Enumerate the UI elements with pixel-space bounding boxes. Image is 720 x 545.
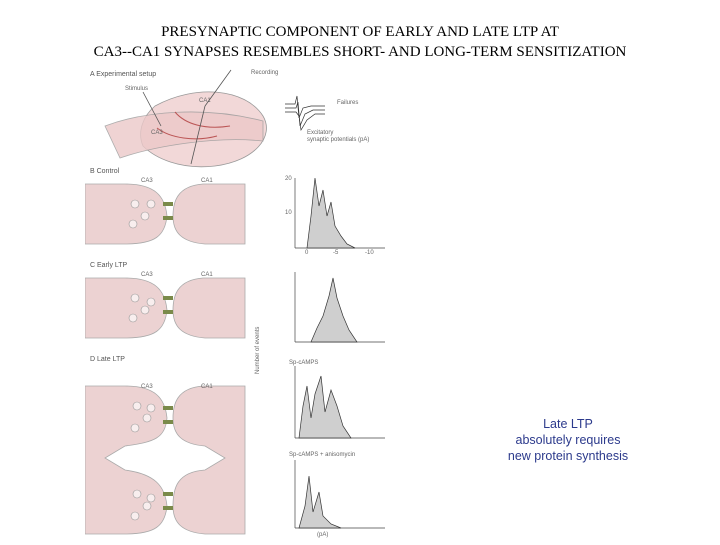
epsc-label-1: Excitatory xyxy=(307,130,334,136)
tick-xm10: -10 xyxy=(365,250,374,256)
note-line-3: new protein synthesis xyxy=(507,449,629,463)
failures-label: Failures xyxy=(337,100,359,106)
tick-xm5: -5 xyxy=(333,250,339,256)
note-line-2: absolutely requires xyxy=(515,433,621,447)
tick-y10: 10 xyxy=(285,210,292,216)
late-ltp-note: Late LTP absolutely requires new protein… xyxy=(488,416,648,464)
panel-d-label: D Late LTP xyxy=(90,356,125,363)
figure: A Experimental setup Recording Stimulus … xyxy=(84,66,395,540)
synapse-panel-b xyxy=(84,183,246,245)
x-axis-label: (pA) xyxy=(317,532,329,538)
title-line-1: PRESYNAPTIC COMPONENT OF EARLY AND LATE … xyxy=(161,24,559,40)
panel-b-ca3: CA3 xyxy=(141,178,153,184)
synapse-panel-d xyxy=(84,385,246,535)
sp-camps-label: Sp-cAMPS xyxy=(289,360,319,366)
title-line-2: CA3--CA1 SYNAPSES RESEMBLES SHORT- AND L… xyxy=(93,44,627,60)
note-line-1: Late LTP xyxy=(543,417,593,431)
panel-b-label: B Control xyxy=(90,168,120,175)
epsc-traces xyxy=(285,95,325,132)
slide-title: PRESYNAPTIC COMPONENT OF EARLY AND LATE … xyxy=(0,22,720,62)
histogram-d2 xyxy=(294,460,385,529)
tick-x0: 0 xyxy=(305,250,309,256)
synapse-panel-c xyxy=(84,277,246,339)
epsc-label-2: synaptic potentials (pA) xyxy=(307,137,370,143)
histogram-d1 xyxy=(294,366,385,439)
y-axis-label: Number of events xyxy=(255,326,261,374)
panel-c-ca3: CA3 xyxy=(141,272,153,278)
panel-a-ca3-label: CA3 xyxy=(151,130,163,136)
vesicles xyxy=(128,199,156,521)
stimulus-label: Stimulus xyxy=(125,86,149,92)
hippocampus-sketch xyxy=(104,69,267,168)
anisomycin-label: Sp-cAMPS + anisomycin xyxy=(289,452,356,458)
tick-y20: 20 xyxy=(285,176,292,182)
recording-label: Recording xyxy=(251,70,279,76)
histogram-b xyxy=(294,177,385,249)
panel-c-ca1: CA1 xyxy=(201,272,213,278)
figure-illustration xyxy=(84,69,385,535)
panel-a-label: A Experimental setup xyxy=(90,71,157,78)
panel-d-ca1: CA1 xyxy=(201,384,213,390)
panel-d-ca3: CA3 xyxy=(141,384,153,390)
histogram-c xyxy=(294,272,385,343)
panel-b-ca1: CA1 xyxy=(201,178,213,184)
panel-a-ca1-label: CA1 xyxy=(199,98,211,104)
panel-c-label: C Early LTP xyxy=(90,262,128,269)
